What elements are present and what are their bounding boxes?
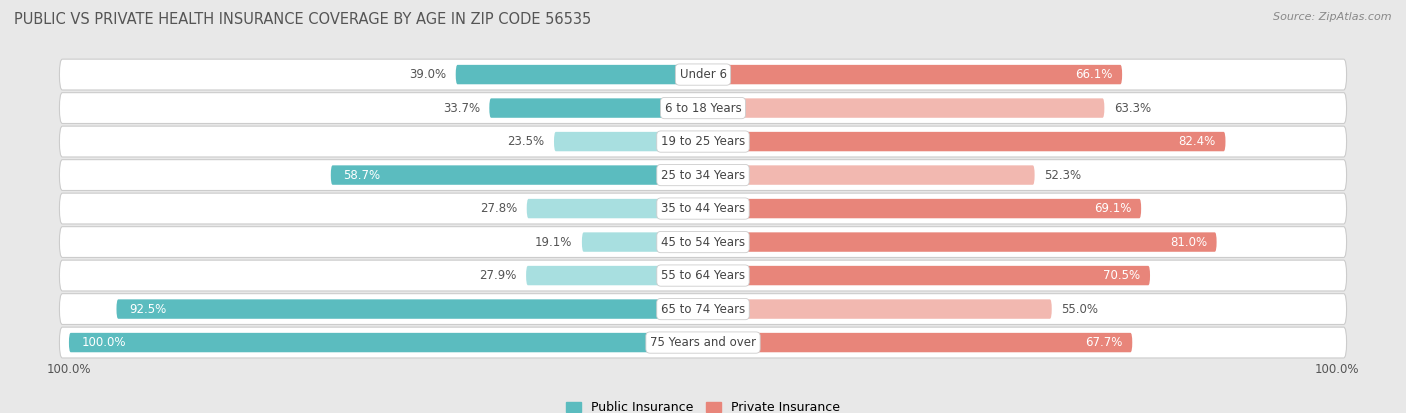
Text: 75 Years and over: 75 Years and over	[650, 336, 756, 349]
FancyBboxPatch shape	[59, 193, 1347, 224]
Text: 6 to 18 Years: 6 to 18 Years	[665, 102, 741, 114]
FancyBboxPatch shape	[117, 299, 703, 319]
Text: Under 6: Under 6	[679, 68, 727, 81]
Text: 63.3%: 63.3%	[1114, 102, 1152, 114]
Text: 81.0%: 81.0%	[1170, 235, 1208, 249]
Text: 67.7%: 67.7%	[1085, 336, 1123, 349]
FancyBboxPatch shape	[703, 299, 1052, 319]
Text: 45 to 54 Years: 45 to 54 Years	[661, 235, 745, 249]
Text: 25 to 34 Years: 25 to 34 Years	[661, 169, 745, 182]
Text: 58.7%: 58.7%	[343, 169, 381, 182]
FancyBboxPatch shape	[703, 65, 1122, 84]
Text: 69.1%: 69.1%	[1094, 202, 1132, 215]
FancyBboxPatch shape	[703, 333, 1132, 352]
FancyBboxPatch shape	[703, 165, 1035, 185]
Text: 33.7%: 33.7%	[443, 102, 479, 114]
FancyBboxPatch shape	[703, 266, 1150, 285]
Text: 55 to 64 Years: 55 to 64 Years	[661, 269, 745, 282]
FancyBboxPatch shape	[582, 233, 703, 252]
Text: Source: ZipAtlas.com: Source: ZipAtlas.com	[1274, 12, 1392, 22]
Text: PUBLIC VS PRIVATE HEALTH INSURANCE COVERAGE BY AGE IN ZIP CODE 56535: PUBLIC VS PRIVATE HEALTH INSURANCE COVER…	[14, 12, 592, 27]
FancyBboxPatch shape	[703, 233, 1216, 252]
FancyBboxPatch shape	[526, 266, 703, 285]
Text: 92.5%: 92.5%	[129, 303, 166, 316]
FancyBboxPatch shape	[527, 199, 703, 218]
FancyBboxPatch shape	[703, 132, 1226, 151]
Text: 19 to 25 Years: 19 to 25 Years	[661, 135, 745, 148]
FancyBboxPatch shape	[59, 126, 1347, 157]
Text: 66.1%: 66.1%	[1076, 68, 1112, 81]
Text: 70.5%: 70.5%	[1104, 269, 1140, 282]
FancyBboxPatch shape	[59, 59, 1347, 90]
Text: 39.0%: 39.0%	[409, 68, 446, 81]
Text: 27.8%: 27.8%	[479, 202, 517, 215]
Text: 52.3%: 52.3%	[1045, 169, 1081, 182]
Text: 23.5%: 23.5%	[508, 135, 544, 148]
Text: 35 to 44 Years: 35 to 44 Years	[661, 202, 745, 215]
FancyBboxPatch shape	[59, 327, 1347, 358]
FancyBboxPatch shape	[554, 132, 703, 151]
FancyBboxPatch shape	[489, 98, 703, 118]
Legend: Public Insurance, Private Insurance: Public Insurance, Private Insurance	[561, 396, 845, 413]
Text: 55.0%: 55.0%	[1062, 303, 1098, 316]
FancyBboxPatch shape	[703, 199, 1142, 218]
FancyBboxPatch shape	[59, 260, 1347, 291]
FancyBboxPatch shape	[69, 333, 703, 352]
FancyBboxPatch shape	[59, 227, 1347, 257]
FancyBboxPatch shape	[456, 65, 703, 84]
Text: 100.0%: 100.0%	[82, 336, 127, 349]
Text: 65 to 74 Years: 65 to 74 Years	[661, 303, 745, 316]
Text: 82.4%: 82.4%	[1178, 135, 1216, 148]
Text: 27.9%: 27.9%	[479, 269, 516, 282]
FancyBboxPatch shape	[703, 98, 1104, 118]
FancyBboxPatch shape	[330, 165, 703, 185]
FancyBboxPatch shape	[59, 294, 1347, 325]
FancyBboxPatch shape	[59, 93, 1347, 123]
Text: 19.1%: 19.1%	[536, 235, 572, 249]
FancyBboxPatch shape	[59, 160, 1347, 190]
